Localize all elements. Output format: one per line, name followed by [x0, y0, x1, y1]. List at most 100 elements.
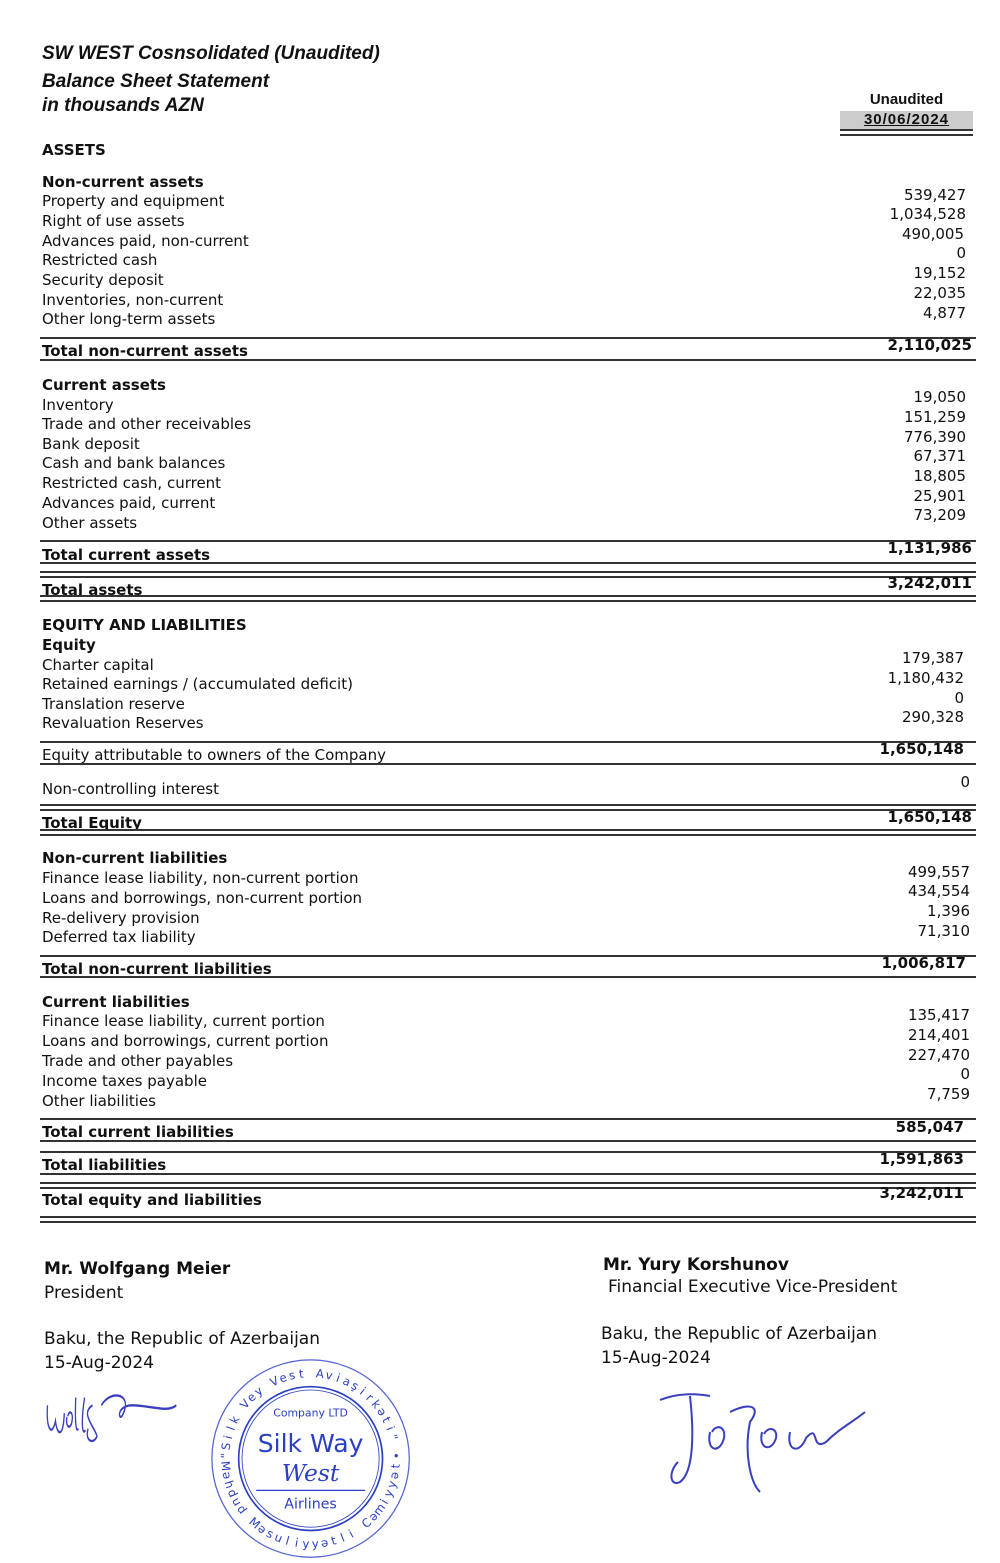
stamp-outer-ring	[211, 1359, 410, 1558]
signatory-date: 15-Aug-2024	[44, 1353, 154, 1373]
divider	[840, 129, 973, 136]
group-heading: Non-current assets	[42, 173, 204, 191]
stamp-ring-letter: i	[334, 1371, 342, 1385]
total-value: 1,650,148	[887, 808, 972, 826]
row-value: 1,034,528	[889, 205, 966, 223]
column-date: 30/06/2024	[840, 111, 973, 129]
stamp-ring-letter: u	[273, 1530, 285, 1546]
divider	[40, 1173, 976, 1175]
signature-president	[46, 1394, 177, 1443]
row-label: Loans and borrowings, current portion	[42, 1032, 329, 1050]
total-label: Total current assets	[42, 546, 211, 564]
stamp-ring-letter: y	[311, 1537, 319, 1551]
row-label: Cash and bank balances	[42, 454, 226, 472]
stamp-ring-letter: ə	[387, 1470, 402, 1480]
row-value: 0	[956, 244, 966, 262]
row-label: Trade and other receivables	[42, 415, 252, 433]
signatory-name: Mr. Yury Korshunov	[603, 1255, 789, 1275]
stamp-ring-letter: l	[338, 1531, 346, 1545]
stamp-brand-line1: Silk Way	[258, 1429, 364, 1458]
row-label: Non-controlling interest	[42, 780, 219, 798]
row-label: Inventory	[42, 396, 114, 414]
row-value: 490,005	[901, 225, 964, 243]
stamp-ring-letter: t	[379, 1415, 394, 1426]
signatory-place: Baku, the Republic of Azerbaijan	[44, 1329, 320, 1349]
row-value: 539,427	[903, 186, 966, 204]
stamp-inner-ring	[237, 1385, 384, 1532]
group-heading: Equity	[42, 636, 96, 654]
stamp-ring-letter: h	[221, 1479, 237, 1490]
total-label: Total non-current liabilities	[42, 960, 272, 978]
divider	[40, 571, 976, 578]
row-value: 776,390	[903, 428, 966, 446]
doc-title: SW WEST Cosnsolidated (Unaudited)	[42, 43, 380, 64]
divider	[40, 763, 976, 765]
stamp-ring-letter: "	[218, 1453, 232, 1459]
row-value: 73,209	[913, 506, 967, 524]
row-label: Other assets	[42, 514, 138, 532]
row-label: Right of use assets	[42, 212, 185, 230]
row-value: 151,259	[903, 408, 966, 426]
signatory-title: Financial Executive Vice-President	[608, 1277, 898, 1297]
row-label: Restricted cash	[42, 251, 158, 269]
stamp-ring-letter: i	[221, 1434, 235, 1441]
total-value: 3,242,011	[887, 574, 972, 592]
row-value: 227,470	[907, 1046, 970, 1064]
row-value: 179,387	[901, 649, 964, 667]
stamp-ring-letter: s	[288, 1368, 297, 1383]
row-value: 214,401	[907, 1026, 970, 1044]
row-value: 25,901	[913, 487, 967, 505]
row-value: 7,759	[927, 1085, 970, 1103]
signatory-name: Mr. Wolfgang Meier	[44, 1259, 231, 1279]
stamp-ring-letter: "	[386, 1433, 401, 1442]
divider	[40, 1151, 976, 1153]
group-heading: Current liabilities	[42, 993, 190, 1011]
row-label: Re-delivery provision	[42, 909, 200, 927]
column-label: Unaudited	[869, 91, 944, 108]
stamp-ring-letter: t	[298, 1367, 305, 1381]
total-label: Total Equity	[42, 814, 142, 832]
section-heading: ASSETS	[42, 141, 106, 159]
total-value: 1,131,986	[887, 539, 972, 557]
row-value: 0	[960, 1065, 970, 1083]
divider	[40, 1216, 976, 1223]
subtotal-label: Equity attributable to owners of the Com…	[42, 746, 387, 764]
divider	[40, 804, 976, 811]
stamp-company: Company LTD	[273, 1407, 348, 1420]
divider	[40, 337, 976, 339]
row-value: 0	[954, 689, 964, 707]
stamp-inner-ring	[241, 1389, 380, 1528]
row-label: Other liabilities	[42, 1092, 157, 1110]
divider	[40, 1140, 976, 1142]
subtotal-value: 1,650,148	[879, 740, 964, 758]
row-label: Advances paid, non-current	[42, 232, 249, 250]
row-label: Inventories, non-current	[42, 291, 224, 309]
divider	[40, 540, 976, 542]
stamp-brand-line2: West	[282, 1459, 340, 1487]
row-value: 1,396	[927, 902, 970, 920]
stamp-ring-letter: l	[284, 1534, 291, 1548]
stamp-ring-letter: v	[324, 1368, 334, 1383]
row-value: 18,805	[913, 467, 967, 485]
row-value: 19,050	[913, 388, 967, 406]
section-heading: EQUITY AND LIABILITIES	[42, 616, 247, 634]
row-value: 67,371	[913, 447, 967, 465]
row-label: Charter capital	[42, 656, 154, 674]
total-value: 1,591,863	[879, 1150, 964, 1168]
row-label: Restricted cash, current	[42, 474, 222, 492]
row-label: Trade and other payables	[42, 1052, 234, 1070]
total-label: Total assets	[42, 581, 143, 599]
row-value: 19,152	[913, 264, 967, 282]
total-value: 3,242,011	[879, 1184, 964, 1202]
row-value: 434,554	[907, 882, 970, 900]
signatory-title: President	[44, 1283, 124, 1303]
total-value: 1,006,817	[881, 954, 966, 972]
divider	[40, 976, 976, 978]
divider	[40, 829, 976, 836]
stamp-ring-letter: t	[330, 1533, 339, 1548]
total-value: 585,047	[895, 1118, 964, 1136]
stamp-ring-letter: k	[227, 1413, 243, 1426]
row-value: 71,310	[917, 922, 971, 940]
